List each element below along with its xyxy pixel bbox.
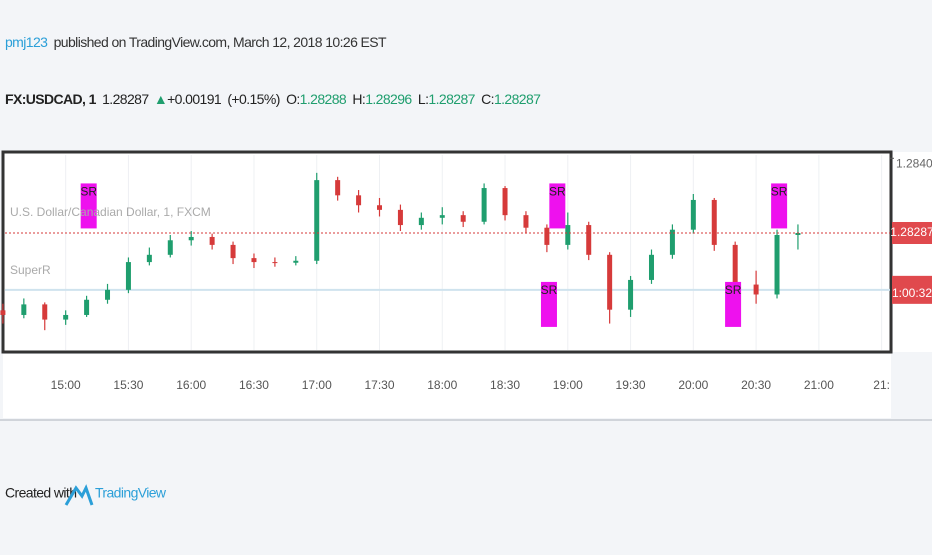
candle-body [753, 284, 759, 295]
arrow: ▲ [154, 91, 167, 107]
candle-body [774, 234, 780, 295]
l-label: L: [418, 91, 428, 107]
candle-body [0, 310, 6, 315]
symbol: FX:USDCAD, 1 [5, 91, 97, 107]
candle-body [188, 236, 194, 241]
candle-body [711, 199, 717, 245]
candle-body [565, 225, 571, 245]
last-price-box [892, 222, 932, 244]
last-price-label: 1.28287 [890, 225, 932, 239]
x-tick-label: 17:30 [364, 378, 394, 392]
h-label: H: [352, 91, 365, 107]
candle-body [397, 209, 403, 226]
sr-marker [725, 281, 742, 327]
candle-body [293, 260, 299, 263]
o-label: O: [286, 91, 300, 107]
header: pmj123 published on TradingView.com, Mar… [5, 34, 387, 50]
c-label: C: [481, 91, 494, 107]
candle-body [648, 254, 654, 280]
sr-marker [540, 281, 557, 327]
candle-body [251, 258, 257, 263]
x-tick-label: 18:00 [427, 378, 457, 392]
candle-body [502, 188, 508, 216]
author[interactable]: pmj123 [5, 34, 49, 50]
ticker-line: FX:USDCAD, 1 1.28287 ▲+0.00191 (+0.15%) … [5, 91, 541, 107]
candle-body [544, 227, 550, 245]
price-axis [893, 152, 932, 352]
sr-label: SR [80, 185, 97, 199]
candle-body [272, 262, 278, 264]
sr-label: SR [541, 283, 558, 297]
candle-body [314, 180, 320, 261]
candle-body [167, 240, 173, 255]
x-tick-label: 19:00 [553, 378, 583, 392]
countdown-box [892, 275, 932, 304]
x-tick-label: 15:30 [113, 378, 143, 392]
y-tick-label: 1.28400 [896, 156, 932, 170]
candle-body [63, 314, 69, 320]
x-tick-label: 21:00 [804, 378, 834, 392]
h: 1.28296 [365, 91, 412, 107]
candle-body [146, 254, 152, 263]
candle-body [105, 289, 111, 300]
last: 1.28287 [102, 91, 149, 107]
x-tick-label: 21: [873, 378, 890, 392]
candle-body [586, 225, 592, 255]
legend-indicator: SuperR [10, 263, 51, 277]
x-tick-label: 20:00 [678, 378, 708, 392]
x-tick-label: 20:30 [741, 378, 771, 392]
c: 1.28287 [494, 91, 541, 107]
logo [64, 484, 94, 506]
sr-marker [549, 183, 566, 229]
x-tick-label: 18:30 [490, 378, 520, 392]
change: +0.00191 [167, 91, 222, 107]
x-tick-label: 15:00 [51, 378, 81, 392]
plot-frame [1, 150, 893, 354]
candle-body [607, 254, 613, 310]
sr-label: SR [725, 283, 742, 297]
countdown: 1:00:32 [892, 286, 932, 300]
candle-body [42, 304, 48, 320]
candle-body [669, 229, 675, 255]
plot: 15:00 15:30 16:00 16:30 17:00 17:30 18:00 18:30… [0, 155, 932, 392]
x-tick-label: 19:30 [616, 378, 646, 392]
x-tick-label: 16:30 [239, 378, 269, 392]
sr-label: SR [549, 185, 566, 199]
o: 1.28288 [300, 91, 347, 107]
candle-body [690, 199, 696, 230]
x-tick-label: 16:00 [176, 378, 206, 392]
candle-body [460, 215, 466, 222]
sr-marker [80, 183, 97, 229]
candle-body [523, 215, 529, 228]
candle-body [732, 244, 738, 285]
candle-body [230, 244, 236, 259]
legend-symbol: U.S. Dollar/Canadian Dollar, 1, FXCM [10, 205, 211, 219]
candle-body [21, 304, 27, 315]
x-axis-area [3, 354, 891, 418]
change-pct: (+0.15%) [227, 91, 279, 107]
candle-body [356, 195, 362, 206]
created-with: Created with [5, 485, 76, 501]
candle-body [335, 180, 341, 196]
sr-marker [771, 183, 788, 229]
published: published on TradingView.com, March 12, … [54, 34, 387, 50]
candle-body [209, 236, 215, 245]
candle-body [84, 299, 90, 315]
l: 1.28287 [428, 91, 475, 107]
candle-body [481, 188, 487, 222]
candle-body [439, 215, 445, 218]
x-tick-label: 17:00 [302, 378, 332, 392]
candle-body [628, 279, 634, 310]
sr-label: SR [771, 185, 788, 199]
candle-body [377, 205, 383, 210]
brand[interactable]: TradingView [95, 485, 168, 501]
candle-body [125, 262, 131, 290]
candle-body [795, 233, 801, 235]
candle-body [418, 217, 424, 226]
